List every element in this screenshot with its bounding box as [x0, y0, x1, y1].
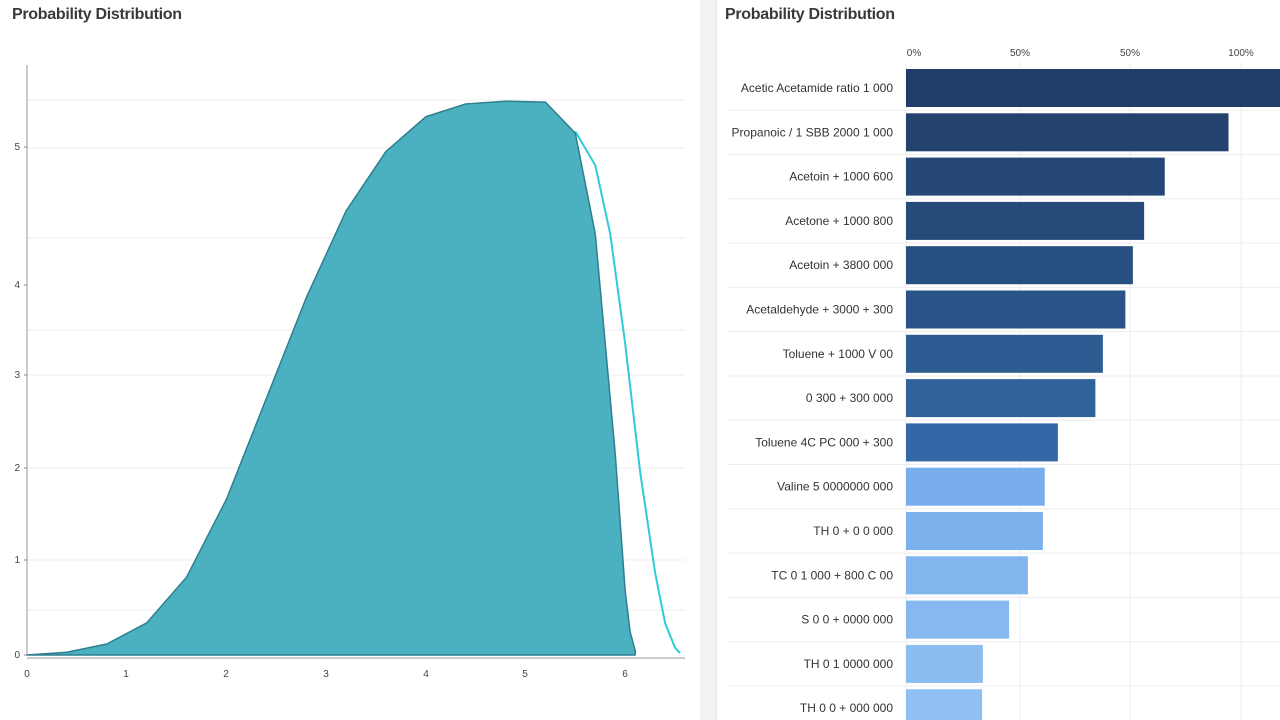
- x-tick-label: 100%: [1228, 48, 1254, 59]
- x-tick-label: 3: [323, 669, 329, 680]
- bar: [906, 334, 1103, 373]
- bar: [906, 689, 983, 720]
- category-label: TH 0 0 + 000 000: [800, 701, 893, 715]
- bar-chart: 0% 50% 50% 100% Acetic Acetamide ratio 1 000…: [727, 48, 1280, 720]
- bar: [906, 157, 1165, 196]
- category-label: Acetic Acetamide ratio 1 000: [741, 81, 893, 95]
- category-label: TH 0 1 0000 000: [804, 657, 894, 671]
- bar: [906, 379, 1096, 418]
- x-tick-label: 6: [622, 669, 628, 680]
- bar: [906, 201, 1145, 240]
- category-label: Propanoic / 1 SBB 2000 1 000: [732, 125, 894, 139]
- x-tick-label: 4: [423, 669, 429, 680]
- category-label: Toluene 4C PC 000 + 300: [755, 435, 893, 449]
- y-tick-label: 3: [14, 370, 20, 381]
- right-chart-panel: Probability Distribution 0% 50% 50% 100% Ace…: [716, 0, 1280, 720]
- distribution-area: [26, 100, 636, 656]
- bar: [906, 600, 1010, 639]
- category-label: Acetoin + 3800 000: [789, 258, 893, 272]
- x-tick-label: 2: [223, 669, 229, 680]
- y-tick-label: 4: [14, 280, 20, 291]
- category-label: TH 0 + 0 0 000: [813, 524, 893, 538]
- bar: [906, 290, 1126, 329]
- outline-series-line: [574, 130, 681, 654]
- bar: [906, 556, 1028, 595]
- bar: [906, 512, 1043, 550]
- x-tick-label: 0%: [907, 48, 922, 59]
- area-chart: 0 1 2 3 4 5 0 1 2 3 4 5 6: [14, 65, 685, 680]
- category-label: Acetone + 1000 800: [785, 214, 893, 228]
- category-label: S 0 0 + 0000 000: [801, 613, 893, 627]
- y-tick-label: 1: [14, 555, 20, 566]
- area-chart-title: Probability Distribution: [12, 6, 182, 23]
- bar: [906, 246, 1133, 285]
- y-tick-label: 5: [14, 142, 20, 153]
- y-tick-label: 0: [14, 650, 20, 661]
- bar: [906, 423, 1058, 462]
- x-tick-label: 50%: [1120, 48, 1140, 59]
- left-chart-panel: Probability Distribution 0 1 2 3 4 5 0 1 2 3 4 5 6: [12, 6, 685, 680]
- bar: [906, 644, 983, 683]
- category-label: TC 0 1 000 + 800 C 00: [771, 568, 893, 582]
- category-label: Acetaldehyde + 3000 + 300: [746, 303, 893, 317]
- category-label: Acetoin + 1000 600: [789, 170, 893, 184]
- x-tick-label: 5: [522, 669, 528, 680]
- bar: [906, 467, 1045, 506]
- x-tick-label: 1: [123, 669, 129, 680]
- x-tick-label: 50%: [1010, 48, 1030, 59]
- x-tick-label: 0: [24, 669, 30, 680]
- category-label: Valine 5 0000000 000: [777, 480, 893, 494]
- bar: [906, 113, 1229, 152]
- panel-divider: [700, 0, 716, 720]
- category-label: 0 300 + 300 000: [806, 391, 893, 405]
- category-label: Toluene + 1000 V 00: [783, 347, 894, 361]
- y-tick-label: 2: [14, 463, 20, 474]
- bar-chart-title: Probability Distribution: [725, 6, 895, 23]
- bar: [906, 69, 1280, 107]
